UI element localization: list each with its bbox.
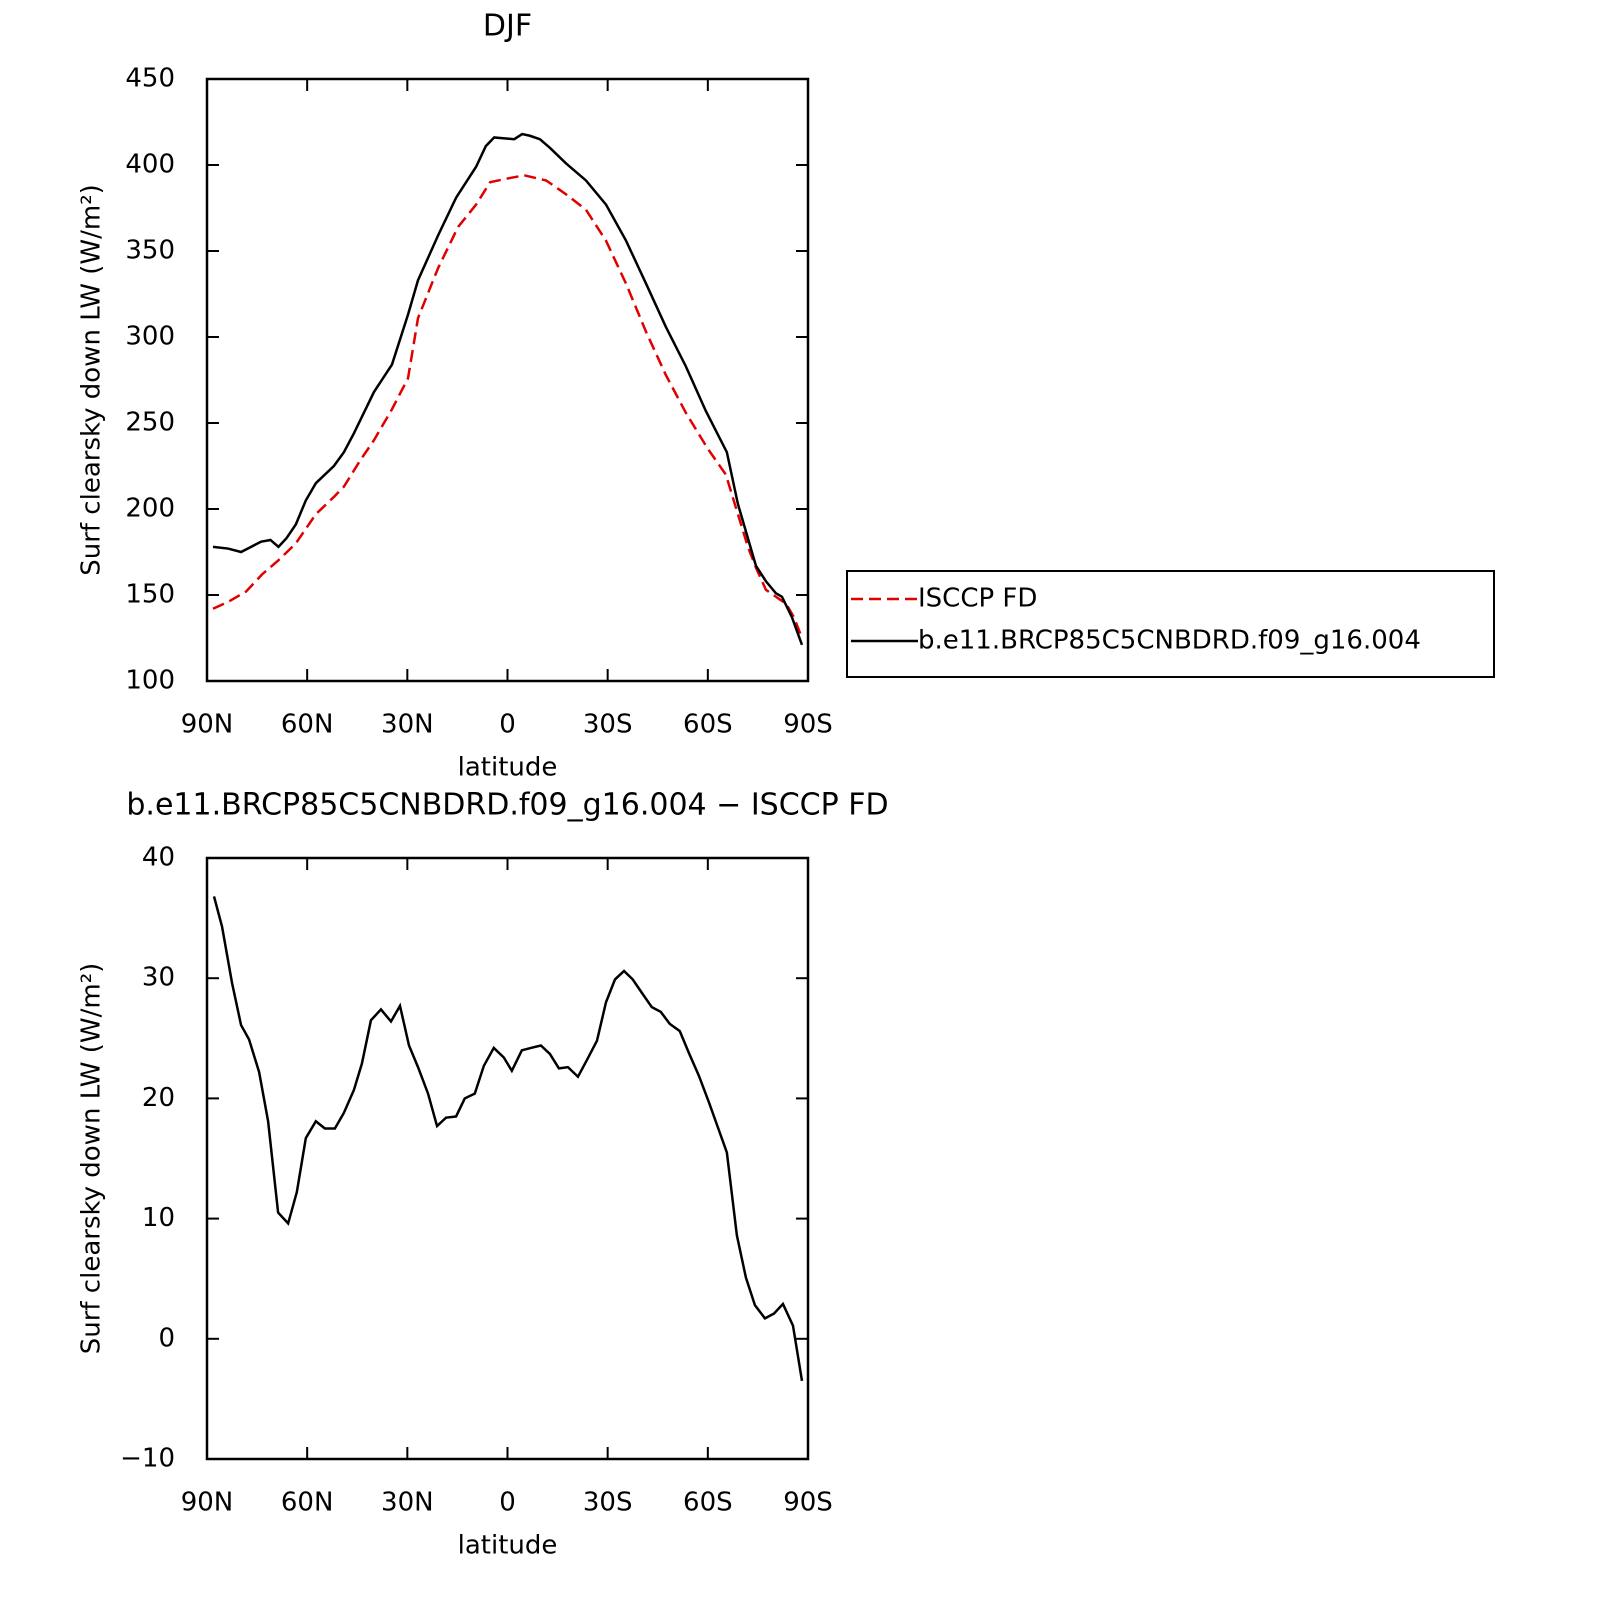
x-tick-label: 60S [683, 1488, 733, 1518]
chart-title: b.e11.BRCP85C5CNBDRD.f09_g16.004 − ISCCP… [126, 788, 888, 823]
x-tick-label: 90N [181, 710, 234, 740]
x-tick-label: 60N [281, 1488, 334, 1518]
legend-label: ISCCP FD [918, 584, 1037, 614]
x-tick-label: 30S [583, 1488, 633, 1518]
y-tick-label: 450 [125, 64, 175, 94]
y-tick-label: 30 [142, 963, 175, 993]
x-tick-label: 90S [783, 1488, 833, 1518]
x-tick-label: 0 [499, 1488, 516, 1518]
x-tick-label: 90S [783, 710, 833, 740]
data-line [212, 896, 804, 1382]
x-tick-label: 0 [499, 710, 516, 740]
x-axis-label: latitude [458, 1531, 558, 1561]
y-tick-label: 150 [125, 580, 175, 610]
y-tick-label: 100 [125, 666, 175, 696]
y-tick-label: 0 [158, 1323, 175, 1353]
y-tick-label: 10 [142, 1203, 175, 1233]
legend-box [846, 570, 1495, 678]
x-tick-label: 30N [381, 1488, 434, 1518]
y-tick-label: 20 [142, 1083, 175, 1113]
y-tick-label: 300 [125, 322, 175, 352]
y-tick-label: 400 [125, 150, 175, 180]
y-tick-label: 350 [125, 236, 175, 266]
x-tick-label: 30N [381, 710, 434, 740]
plot-frame [205, 856, 810, 1461]
x-tick-label: 60S [683, 710, 733, 740]
y-tick-label: 250 [125, 408, 175, 438]
y-tick-label: −10 [120, 1444, 175, 1474]
x-tick-label: 30S [583, 710, 633, 740]
y-axis-label: Surf clearsky down LW (W/m²) [77, 184, 107, 576]
x-tick-label: 60N [281, 710, 334, 740]
chart-title: DJF [483, 9, 532, 44]
data-line [212, 132, 804, 646]
data-line [212, 174, 804, 639]
x-axis-label: latitude [458, 753, 558, 783]
y-tick-label: 40 [142, 843, 175, 873]
plot-frame [205, 77, 810, 683]
legend-label: b.e11.BRCP85C5CNBDRD.f09_g16.004 [918, 626, 1421, 656]
y-axis-label: Surf clearsky down LW (W/m²) [77, 963, 107, 1355]
y-tick-label: 200 [125, 494, 175, 524]
x-tick-label: 90N [181, 1488, 234, 1518]
